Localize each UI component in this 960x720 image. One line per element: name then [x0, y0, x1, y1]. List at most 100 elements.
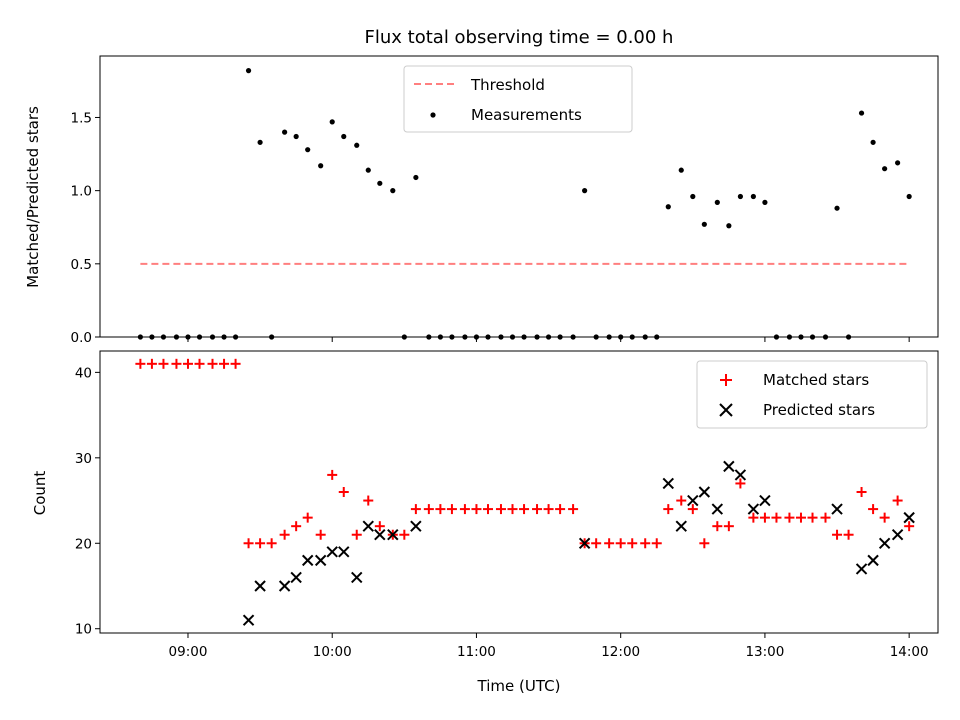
chart-title: Flux total observing time = 0.00 h — [365, 27, 674, 48]
predicted-star-point — [290, 571, 302, 584]
measurement-point — [341, 133, 347, 140]
measurement-point — [173, 334, 180, 340]
top-y-axis-label: Matched/Predicted stars — [24, 106, 42, 288]
legend-measurements-label: Measurements — [471, 106, 582, 124]
y-tick-label: 1.0 — [71, 184, 92, 200]
predicted-star-point — [867, 554, 879, 567]
measurement-point — [426, 334, 432, 340]
legend-threshold-label: Threshold — [470, 76, 545, 94]
predicted-star-point — [831, 503, 843, 515]
matched-star-point — [435, 504, 446, 515]
predicted-star-point — [698, 486, 711, 498]
measurement-point — [618, 334, 624, 340]
matched-star-point — [279, 529, 290, 540]
measurement-point — [209, 334, 216, 340]
legend-predicted-label: Predicted stars — [763, 401, 875, 419]
matched-star-point — [302, 512, 313, 523]
predicted-star-point — [723, 460, 735, 473]
measurement-point — [473, 334, 480, 340]
measurement-point — [257, 139, 263, 145]
measurement-point — [557, 334, 563, 340]
measurement-point — [654, 334, 660, 340]
measurement-point — [534, 334, 540, 340]
matched-star-point — [351, 529, 362, 540]
x-tick-label: 13:00 — [745, 644, 784, 660]
matched-star-point — [399, 529, 410, 540]
matched-star-point — [771, 512, 782, 523]
matched-star-point — [820, 512, 831, 523]
measurement-point — [678, 167, 684, 173]
matched-star-point — [615, 538, 626, 549]
measurement-point — [329, 119, 335, 125]
matched-star-point — [158, 358, 169, 369]
matched-star-point — [146, 358, 157, 369]
y-tick-label: 40 — [75, 365, 92, 381]
matched-star-point — [327, 469, 338, 480]
legend-predicted-swatch — [719, 403, 733, 417]
measurement-point — [390, 188, 396, 194]
measurement-point — [485, 334, 491, 340]
measurement-point — [629, 334, 635, 340]
predicted-star-point — [326, 546, 338, 558]
predicted-star-point — [891, 529, 904, 541]
top-panel: 0.0 0.5 1.0 1.5 Matched/Predicted stars Thr… — [24, 55, 939, 346]
matched-star-point — [795, 512, 806, 523]
measurement-point — [845, 334, 852, 340]
measurement-point — [282, 129, 288, 135]
predicted-star-point — [362, 520, 374, 532]
matched-star-point — [495, 504, 506, 515]
matched-star-point — [591, 538, 602, 549]
legend-measurements-swatch — [430, 112, 436, 118]
measurement-point — [906, 193, 912, 200]
measurement-point — [137, 334, 143, 340]
matched-star-point — [135, 358, 146, 369]
matched-star-point — [171, 358, 182, 369]
matched-star-point — [315, 529, 326, 540]
matched-star-point — [699, 538, 710, 549]
y-tick-label: 0.5 — [71, 257, 92, 273]
measurement-point — [196, 334, 203, 340]
measurement-point — [449, 334, 455, 340]
measurement-point — [521, 334, 527, 340]
measurement-point — [822, 334, 829, 340]
matched-star-point — [723, 521, 734, 532]
measurement-point — [858, 110, 865, 116]
matched-star-point — [627, 538, 638, 549]
predicted-star-point — [903, 511, 915, 524]
measurement-point — [245, 68, 252, 74]
matched-star-point — [555, 504, 566, 515]
matched-star-point — [410, 504, 421, 515]
measurement-point — [798, 334, 804, 340]
measurement-point — [750, 193, 756, 200]
measurement-point — [149, 334, 155, 340]
matched-star-point — [687, 504, 698, 515]
x-tick-label: 10:00 — [313, 644, 352, 660]
matched-star-point — [712, 521, 723, 532]
matched-star-point — [459, 504, 470, 515]
bottom-plot-area — [99, 350, 939, 634]
predicted-star-point — [734, 469, 747, 481]
predicted-star-point — [254, 580, 266, 592]
matched-star-point — [868, 504, 879, 515]
measurement-point — [305, 147, 311, 153]
y-tick-label: 20 — [75, 536, 92, 552]
top-legend: Threshold Measurements — [403, 65, 633, 133]
matched-star-point — [879, 512, 890, 523]
measurement-point — [413, 174, 419, 181]
matched-star-point — [482, 504, 493, 515]
bottom-legend-box — [696, 360, 928, 429]
measurement-point — [354, 142, 360, 148]
matched-star-point — [266, 538, 277, 549]
matched-star-point — [374, 521, 385, 532]
predicted-star-point — [351, 571, 363, 584]
predicted-star-point — [410, 520, 422, 532]
matched-star-point — [182, 358, 193, 369]
matched-star-point — [892, 495, 903, 506]
legend-matched-label: Matched stars — [763, 371, 869, 389]
measurement-point — [365, 167, 371, 173]
matched-star-point — [568, 504, 579, 515]
measurement-point — [701, 221, 707, 227]
measurement-point — [232, 334, 239, 340]
measurement-point — [786, 334, 793, 340]
measurement-point — [737, 193, 743, 200]
